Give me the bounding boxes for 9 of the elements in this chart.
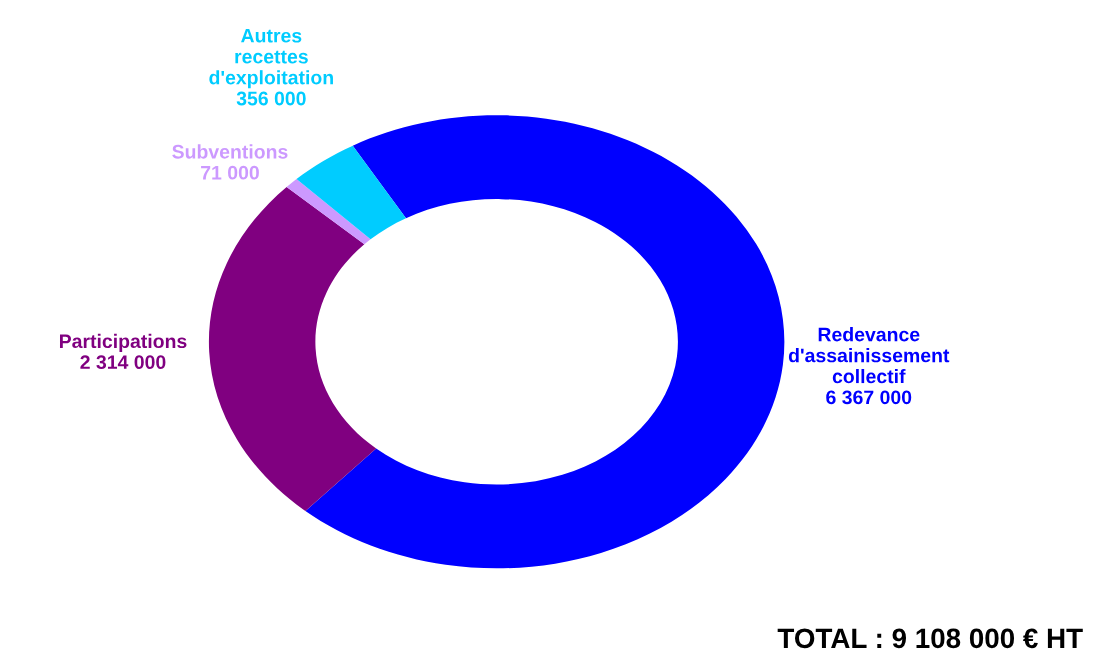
slice-label: Redevance d'assainissement collectif	[788, 327, 950, 384]
data-label: 6 367 000	[826, 390, 912, 405]
slice-label: Participations	[59, 333, 187, 352]
text: TOTAL : 9 108 000 € HT	[777, 628, 1083, 649]
slice-label: Autres recettes d'exploitation	[209, 28, 333, 89]
data-label: 2 314 000	[80, 355, 166, 370]
data-label: 356 000	[236, 91, 306, 106]
data-label: 71 000	[201, 165, 259, 180]
slice-label: Subventions	[172, 144, 288, 159]
